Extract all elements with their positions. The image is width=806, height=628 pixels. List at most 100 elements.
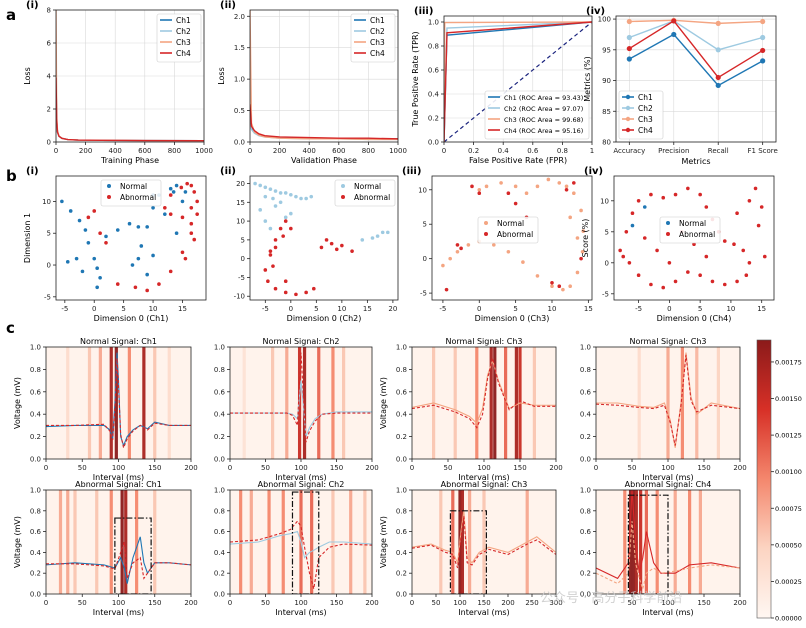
y-tick-label: 0.2 — [580, 570, 591, 578]
legend-label: Ch3 (ROC Area = 99.68) — [504, 116, 583, 124]
y-tick-label: 90 — [602, 77, 611, 85]
x-tick-label: Precision — [658, 147, 689, 155]
y-tick-label: 2.0 — [234, 13, 245, 21]
x-tick-label: 0.2 — [468, 147, 479, 155]
scatter-point-abnormal — [271, 264, 275, 268]
axes-frame — [411, 489, 557, 595]
colorbar-tick-label: 0.00025 — [775, 578, 802, 586]
attention-band — [285, 347, 289, 459]
y-tick-label: 0.0 — [580, 456, 591, 464]
attention-band — [302, 347, 307, 459]
scatter-point-abnormal — [195, 199, 199, 204]
colorbar-tick-label: 0.00125 — [775, 432, 802, 440]
scatter-point-abnormal — [722, 239, 727, 243]
scatter-point-abnormal — [661, 285, 666, 290]
x-tick-label: 800 — [362, 147, 375, 155]
x-tick-label: 0 — [228, 599, 232, 607]
y-tick-label: 8 — [47, 7, 51, 15]
scatter-point-normal — [145, 272, 149, 277]
scatter-point-normal — [506, 249, 511, 254]
data-marks — [596, 490, 740, 594]
scatter-point-normal — [268, 187, 273, 191]
scatter-point-normal — [74, 256, 79, 261]
scatter-point-abnormal — [350, 249, 354, 253]
axes-frame — [249, 175, 399, 301]
y-tick-label: 1.0 — [30, 344, 41, 352]
attention-band — [142, 347, 146, 459]
axes-frame — [431, 175, 593, 301]
scatter-point-normal — [466, 243, 471, 247]
x-tick-label: 200 — [365, 464, 378, 472]
scatter-point-abnormal — [557, 284, 562, 289]
data-marks — [60, 181, 199, 293]
series-line-ch4 — [250, 104, 398, 140]
axis-ticks: 0 50 100 150 200 250 300 0.0 0.2 0.4 0.6 0.8 1.0 — [396, 487, 563, 608]
plot-area — [46, 490, 191, 594]
scatter-point-abnormal — [579, 256, 583, 261]
axes-frame — [229, 346, 373, 460]
x-tick-label: 600 — [138, 147, 151, 155]
x-tick-label: 50 — [78, 464, 87, 472]
y-tick-label: -5 — [420, 290, 427, 298]
scatter-point-normal — [535, 184, 540, 189]
legend-label: Ch3 — [176, 38, 191, 47]
colorbar-tick-label: 0.00075 — [775, 505, 802, 513]
x-tick-label: 0 — [410, 599, 414, 607]
scatter-point-abnormal — [115, 282, 120, 286]
series-marker-ch4 — [626, 45, 632, 52]
scatter-point-abnormal — [642, 236, 647, 240]
x-axis-label: Training Phase — [100, 156, 159, 165]
attention-band — [87, 347, 92, 459]
legend-label: Ch2 — [370, 27, 385, 36]
y-tick-label: 0.6 — [396, 528, 408, 536]
axes-frame — [613, 175, 775, 301]
scatter-point-normal — [151, 253, 155, 258]
scatter-point-normal — [561, 287, 565, 292]
x-tick-label: 100 — [477, 464, 490, 472]
legend-marker — [625, 116, 631, 122]
attention-band — [639, 490, 643, 594]
scatter-point-normal — [513, 184, 518, 189]
chart-a-iv: Accuracy Precision Recall F1 Score 80 85 90 95 1… — [583, 6, 778, 166]
x-axis-label: Interval (ms) — [275, 473, 326, 482]
y-tick-label: 0.6 — [30, 528, 42, 536]
attention-band — [680, 347, 684, 459]
y-tick-label: 0 — [423, 255, 427, 263]
legend-frame — [334, 179, 396, 207]
scatter-point-abnormal — [756, 223, 761, 228]
axes-frame — [595, 346, 741, 460]
axes-frame — [45, 346, 192, 460]
scatter-point-abnormal — [263, 268, 268, 272]
chart-c-8: 0 50 100 150 200 0.0 0.2 0.4 0.6 0.8 1.0 Interval (… — [580, 480, 747, 617]
scatter-point-abnormal — [627, 261, 632, 265]
scatter-point-abnormal — [550, 280, 554, 285]
scatter-point-normal — [151, 205, 155, 210]
legend-label: Abnormal — [120, 193, 156, 202]
scatter-point-abnormal — [572, 181, 576, 185]
panel-title: Abnormal Signal: Ch2 — [258, 480, 345, 489]
attention-band — [120, 490, 124, 594]
legend-label: Ch1 — [370, 16, 385, 25]
x-tick-label: 5 — [314, 305, 318, 313]
legend: Ch1 (ROC Area = 93.43) Ch2 (ROC Area = 97… — [484, 90, 590, 140]
chart-c-1: 0 50 100 150 200 0.0 0.2 0.4 0.6 0.8 1.0 Interval (… — [13, 337, 198, 482]
series-marker-ch4 — [671, 18, 677, 24]
highlight-box — [627, 494, 669, 594]
legend-frame — [100, 179, 162, 207]
attention-band — [698, 490, 702, 594]
data-marks — [253, 181, 390, 297]
scatter-point-abnormal — [157, 282, 161, 286]
y-tick-label: 0.6 — [396, 388, 408, 396]
legend-label: Ch3 — [370, 38, 385, 47]
scatter-point-normal — [273, 189, 278, 193]
x-tick-label: 600 — [332, 147, 345, 155]
y-tick-label: -5 — [238, 274, 245, 282]
attention-band — [58, 490, 63, 594]
attention-band — [453, 347, 457, 459]
x-tick-label: 50 — [444, 464, 453, 472]
chart-c-2: 0 50 100 150 200 0.0 0.2 0.4 0.6 0.8 1.0 Interval (… — [214, 337, 379, 482]
y-tick-label: 10 — [418, 186, 427, 194]
y-axis-label: Loss — [23, 67, 32, 85]
attention-band — [716, 347, 720, 459]
series-marker-ch1 — [626, 56, 632, 62]
